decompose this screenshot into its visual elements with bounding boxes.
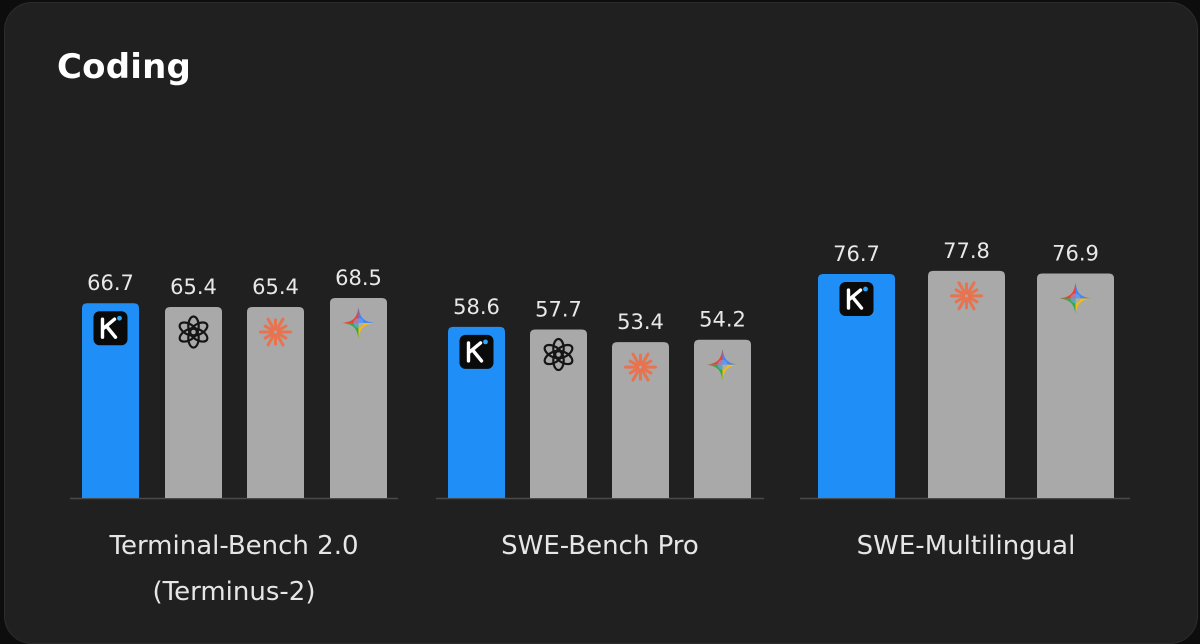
- chart-title: Coding: [57, 47, 192, 87]
- claude-starburst-icon: [259, 317, 292, 347]
- category-label: SWE-Bench Pro: [501, 531, 699, 561]
- bar: [530, 329, 587, 498]
- bar: [330, 297, 387, 498]
- bar-highlight: [818, 274, 895, 498]
- claude-starburst-icon: [950, 281, 983, 311]
- openai-logo-icon: [543, 337, 574, 372]
- claude-starburst-icon: [624, 352, 657, 382]
- bar: [612, 342, 669, 498]
- bar: [928, 270, 1005, 498]
- kimi-k-logo-icon: [459, 334, 494, 369]
- bar-value-label: 54.2: [699, 308, 746, 332]
- bar-value-label: 77.8: [943, 239, 990, 263]
- bar-value-label: 76.7: [833, 242, 880, 266]
- bar-group: 76.7 77.8 76.9 SWE-Multilingual: [800, 239, 1130, 561]
- bar-value-label: 58.6: [453, 295, 500, 319]
- kimi-k-logo-icon: [839, 282, 874, 317]
- bar: [247, 307, 304, 498]
- bar-group: 58.6 57.7 53.4 54.2 SWE-Bench Pro: [436, 295, 764, 561]
- bar-highlight: [448, 326, 505, 498]
- openai-logo-icon: [178, 315, 209, 349]
- category-label: SWE-Multilingual: [857, 531, 1076, 561]
- bar: [694, 339, 751, 498]
- bar-highlight: [82, 303, 139, 498]
- bar-value-label: 57.7: [535, 298, 582, 322]
- bar-value-label: 68.5: [335, 266, 382, 290]
- bar-value-label: 65.4: [170, 275, 217, 299]
- category-label: Terminal-Bench 2.0: [108, 531, 358, 561]
- category-label: (Terminus-2): [153, 577, 316, 607]
- bar-group: 66.7 65.4 65.4 68.5 Terminal-Bench 2.0 (Termi…: [70, 266, 398, 607]
- bar: [1037, 273, 1114, 498]
- kimi-k-logo-icon: [93, 311, 128, 346]
- bar-value-label: 53.4: [617, 310, 664, 334]
- bar: [165, 307, 222, 498]
- bar-value-label: 65.4: [252, 275, 299, 299]
- bar-value-label: 76.9: [1052, 241, 1099, 265]
- bar-chart: 66.7 65.4 65.4 68.5 Terminal-Bench 2.0 (Termi…: [70, 239, 1130, 607]
- bar-value-label: 66.7: [87, 271, 134, 295]
